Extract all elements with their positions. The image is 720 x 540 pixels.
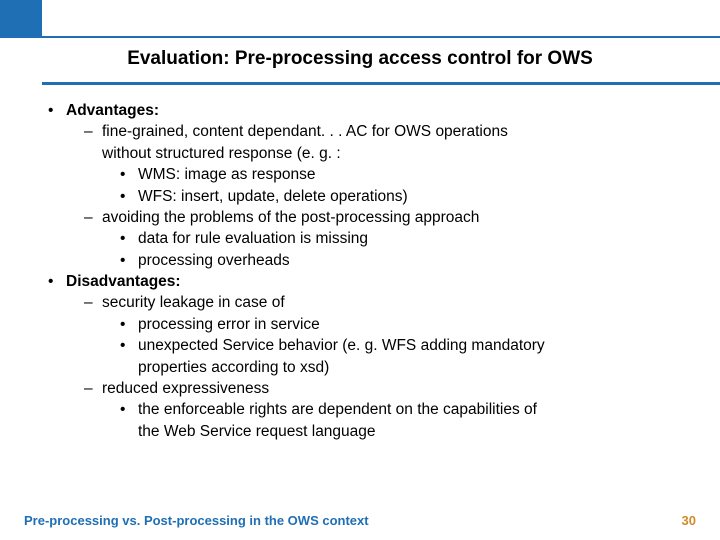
title-underline (42, 82, 720, 85)
list-item: –security leakage in case of (84, 292, 690, 313)
list-item: •unexpected Service behavior (e. g. WFS … (120, 335, 690, 356)
text: WFS: insert, update, delete operations) (138, 188, 408, 205)
text: avoiding the problems of the post-proces… (102, 209, 479, 226)
page-number: 30 (682, 513, 696, 528)
list-item: •WMS: image as response (120, 164, 690, 185)
bullet-l2: – (84, 207, 102, 228)
list-item: •data for rule evaluation is missing (120, 228, 690, 249)
list-item: •Advantages: (48, 100, 690, 121)
list-item: •WFS: insert, update, delete operations) (120, 186, 690, 207)
bullet-l3: • (120, 335, 138, 356)
bullet-l3: • (120, 186, 138, 207)
text-continuation: the Web Service request language (138, 421, 690, 442)
text: fine-grained, content dependant. . . AC … (102, 123, 508, 140)
footer-title: Pre-processing vs. Post-processing in th… (24, 513, 369, 528)
bullet-l1: • (48, 271, 66, 292)
list-item: •Disadvantages: (48, 271, 690, 292)
text: processing overheads (138, 252, 290, 269)
bullet-l3: • (120, 314, 138, 335)
text: processing error in service (138, 316, 320, 333)
slide-title: Evaluation: Pre-processing access contro… (0, 48, 720, 70)
slide-footer: Pre-processing vs. Post-processing in th… (24, 513, 696, 528)
bullet-l3: • (120, 399, 138, 420)
text: unexpected Service behavior (e. g. WFS a… (138, 337, 545, 354)
bullet-l3: • (120, 250, 138, 271)
bullet-l2: – (84, 378, 102, 399)
list-item: –avoiding the problems of the post-proce… (84, 207, 690, 228)
list-item: –reduced expressiveness (84, 378, 690, 399)
bullet-l3: • (120, 164, 138, 185)
list-item: –fine-grained, content dependant. . . AC… (84, 121, 690, 142)
list-item: •processing error in service (120, 314, 690, 335)
list-item: •the enforceable rights are dependent on… (120, 399, 690, 420)
bullet-l2: – (84, 121, 102, 142)
bullet-l3: • (120, 228, 138, 249)
text: data for rule evaluation is missing (138, 230, 368, 247)
bullet-l1: • (48, 100, 66, 121)
advantages-heading: Advantages: (66, 102, 159, 119)
text: reduced expressiveness (102, 380, 269, 397)
text: security leakage in case of (102, 294, 285, 311)
text-continuation: properties according to xsd) (138, 357, 690, 378)
bullet-l2: – (84, 292, 102, 313)
text-continuation: without structured response (e. g. : (102, 143, 690, 164)
text: the enforceable rights are dependent on … (138, 401, 537, 418)
header-accent-block (0, 0, 42, 38)
header-top-rule (42, 36, 720, 38)
list-item: •processing overheads (120, 250, 690, 271)
text: WMS: image as response (138, 166, 315, 183)
disadvantages-heading: Disadvantages: (66, 273, 181, 290)
slide-body: •Advantages: –fine-grained, content depe… (48, 100, 690, 442)
